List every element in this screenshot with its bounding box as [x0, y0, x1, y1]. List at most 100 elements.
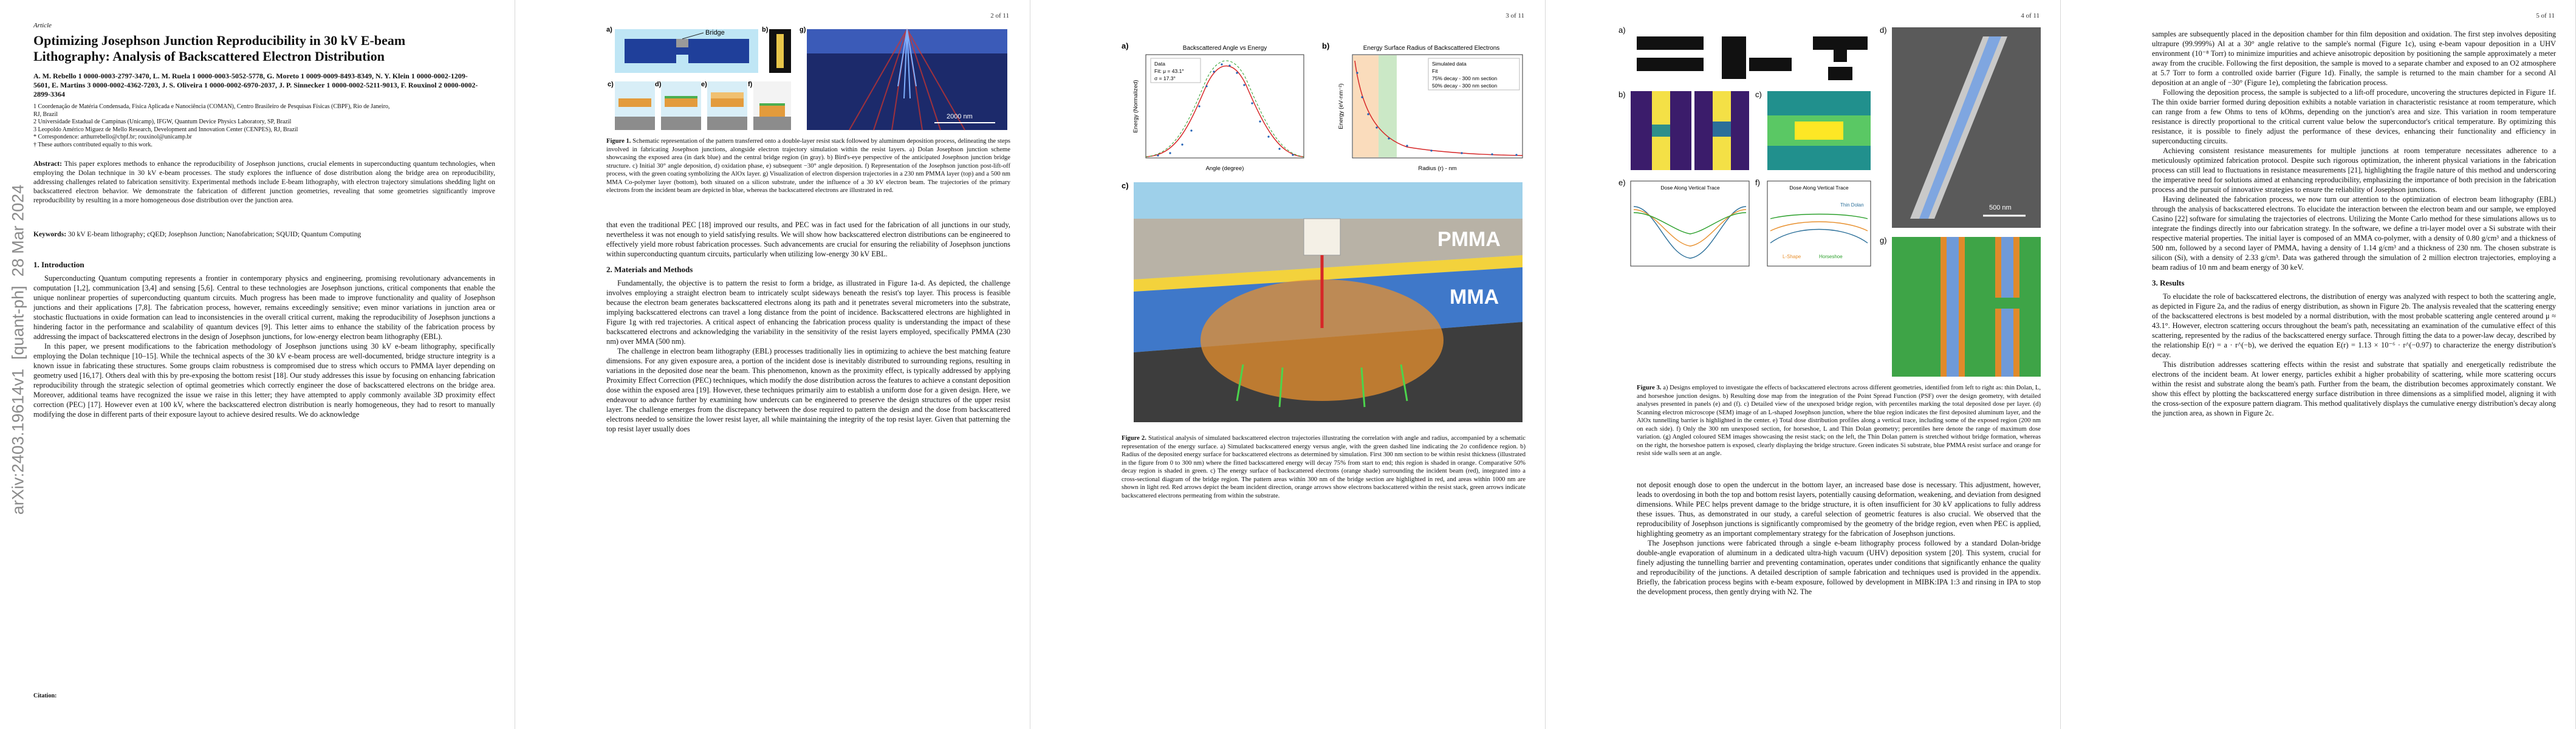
panel-label: d) [1880, 26, 1887, 35]
bridge-label: Bridge [705, 29, 725, 36]
scale-label: 2000 nm [947, 113, 973, 120]
figure-shape [1406, 145, 1408, 147]
paragraph: Fundamentally, the objective is to patte… [606, 279, 1010, 346]
figure-shape [1251, 102, 1253, 104]
figure-shape [1145, 60, 1304, 157]
figure-shape [1633, 212, 1747, 234]
figure-shape [1303, 218, 1341, 256]
panel-label: e) [1619, 178, 1626, 187]
figure-shape [1356, 72, 1358, 74]
figure-shape [1919, 36, 2001, 219]
figure-shape [682, 32, 704, 39]
figure-shape [625, 39, 676, 63]
figure-shape [1198, 105, 1201, 108]
affiliation: 1 Coordenação de Matéria Condensada, Fís… [33, 103, 390, 118]
figure-shape [1947, 237, 1959, 377]
figure-2: a) Backscattered Angle vs Energy Data Fi… [1122, 41, 1523, 422]
page: 4 of 11 a) b) c) e) Dose Along Vertical … [1546, 0, 2061, 729]
affiliation: 3 Leopoldo Américo Miguez de Mello Resea… [33, 126, 298, 133]
plot-title: Backscattered Angle vs Energy [1183, 45, 1267, 52]
figure-shape [1461, 152, 1463, 154]
figure-shape [1145, 54, 1304, 159]
figure-shape [759, 103, 785, 106]
figure-caption: Figure 3. a) Designs employed to investi… [1637, 384, 2041, 458]
figure-shape [1770, 228, 1868, 244]
layer-label: PMMA [1437, 228, 1501, 251]
figure-shape [665, 96, 697, 98]
plot-title: Dose Along Vertical Trace [1660, 185, 1720, 191]
panel-label: c) [1755, 90, 1762, 99]
body: not deposit enough dose to open the unde… [1637, 480, 2041, 597]
figure-shape [1795, 122, 1843, 140]
body: that even the traditional PEC [18] impro… [606, 220, 1010, 434]
figure-shape [1134, 255, 1523, 292]
figure-shape [707, 117, 747, 130]
body: 1. Introduction Superconducting Quantum … [33, 254, 495, 419]
panel-label: e) [701, 81, 707, 88]
figure-shape [753, 117, 791, 130]
figure-shape [1375, 126, 1378, 129]
page: 2 of 11 Bridge a) b) c) d) e) f) 2000 nm… [515, 0, 1030, 729]
section-heading: 2. Materials and Methods [606, 265, 693, 274]
paragraph: Superconducting Quantum computing repres… [33, 274, 495, 341]
figure-shape [1150, 58, 1201, 83]
figure-shape [1770, 213, 1868, 219]
affiliation: † These authors contributed equally to t… [33, 141, 152, 148]
figure-shape [1633, 209, 1747, 247]
figure-shape [676, 47, 688, 55]
figure-shape [759, 106, 785, 117]
abstract-text: This paper explores methods to enhance t… [33, 160, 495, 204]
figure-shape [1379, 55, 1397, 157]
figure-shape [1352, 54, 1523, 159]
figure-shape [1236, 364, 1244, 402]
plot-title: Energy Surface Radius of Backscattered E… [1363, 45, 1500, 52]
article-type: Article [33, 22, 52, 29]
figure-shape [1713, 122, 1731, 137]
affiliation: 2 Universidade Estadual de Campinas (Uni… [33, 118, 292, 125]
figure-shape [1201, 279, 1444, 401]
y-axis-label: Energy (Normalized) [1132, 80, 1139, 132]
title: Optimizing Josephson Junction Reproducib… [33, 33, 406, 64]
panel-label: b) [762, 26, 769, 33]
figure-1: Bridge a) b) c) d) e) f) 2000 nm g) [606, 26, 1007, 131]
figure-shape [1722, 36, 1746, 79]
affiliation: * Correspondence: arthurrebello@cbpf.br;… [33, 134, 192, 140]
panel-label: g) [800, 26, 806, 33]
figure-shape [1157, 154, 1159, 157]
paragraph: not deposit enough dose to open the unde… [1637, 481, 2041, 538]
paragraph: To elucidate the role of backscattered e… [2152, 292, 2556, 359]
paragraph: This distribution addresses scattering e… [2152, 360, 2556, 417]
keywords-label: Keywords: [33, 230, 67, 238]
paragraph: Having delineated the fabrication proces… [2152, 195, 2556, 272]
figure-shape [1767, 180, 1871, 267]
abstract: Abstract: This paper explores methods to… [33, 159, 495, 205]
figure-shape [688, 39, 749, 63]
figure-shape [1828, 67, 1852, 80]
figure-shape [1360, 367, 1366, 408]
paragraph: The challenge in electron beam lithograp… [606, 347, 1010, 433]
figure-shape [661, 117, 701, 130]
caption-label: Figure 3. [1637, 385, 1662, 391]
panel-label: d) [655, 81, 662, 88]
paragraphs: To elucidate the role of backscattered e… [2152, 292, 2556, 418]
panel-label: f) [1755, 178, 1760, 187]
page-number: 4 of 11 [2021, 12, 2040, 19]
arxiv-stamp: arXiv:2403.19614v1 [quant-ph] 28 Mar 202… [9, 184, 27, 515]
page-number: 2 of 11 [990, 12, 1009, 19]
paragraph: Following the deposition process, the sa… [2152, 88, 2556, 145]
section-heading: 3. Results [2152, 278, 2185, 287]
figure-shape [776, 34, 784, 68]
figure-shape [618, 98, 651, 107]
figure-shape [1221, 63, 1223, 66]
figure-shape [1213, 70, 1215, 73]
figure-shape [1428, 58, 1520, 91]
legend-entry: σ = 17.3° [1154, 75, 1176, 81]
figure-shape [1236, 72, 1238, 74]
caption-label: Figure 2. [1122, 435, 1146, 442]
legend-entry: Fit: μ = 43.1° [1154, 68, 1184, 74]
x-axis-label: Radius (r) - nm [1418, 165, 1456, 172]
legend-entry: L-Shape [1783, 254, 1801, 259]
keywords-text: 30 kV E-beam lithography; cQED; Josephso… [68, 230, 361, 238]
figure-shape [1637, 58, 1704, 71]
body: samples are subsequently placed in the d… [2152, 29, 2556, 418]
